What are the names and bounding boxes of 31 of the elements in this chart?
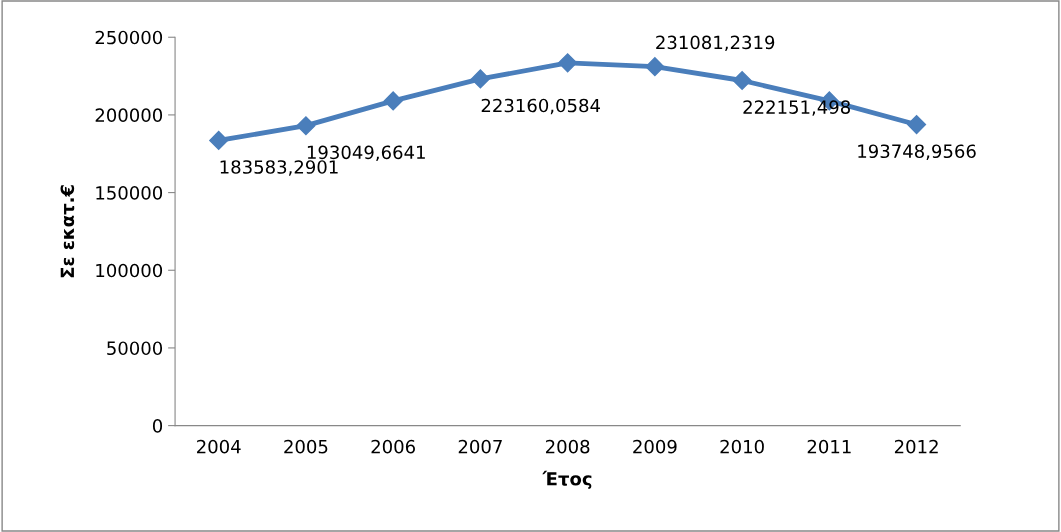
x-tick-label: 2004 [197,439,241,454]
x-tick-label: 2007 [458,439,502,454]
data-label: 193049,6641 [307,145,425,161]
data-label: 223160,0584 [481,98,600,115]
point [296,116,316,136]
y-tick-label: 50000 [107,341,163,356]
data-label: 183583,2901 [220,160,338,176]
x-tick-label: 2005 [284,439,328,454]
point [209,130,229,150]
x-tick-label: 2010 [720,439,764,454]
x-tick-label: 2009 [633,439,677,454]
y-axis-title: Σε εκατ.€ [60,185,75,278]
point [383,91,403,111]
data-label: 231081,2319 [656,35,775,52]
x-tick-label: 2012 [894,439,938,454]
y-tick-label: 0 [152,419,163,433]
point [732,70,752,91]
x-tick-label: 2011 [807,439,851,454]
y-tick-label: 250000 [95,30,163,45]
point [907,115,927,135]
point [645,57,665,77]
y-tick-label: 200000 [95,108,163,123]
data-label: 193748,9566 [858,144,976,160]
y-tick-label: 100000 [96,263,163,278]
point [558,53,578,73]
data-label: 222151,498 [743,100,850,116]
y-tick-label: 150000 [96,186,163,200]
x-axis-title: Έτος [542,470,592,490]
x-tick-label: 2008 [545,439,590,454]
point [470,69,490,89]
x-tick-label: 2006 [371,439,415,454]
